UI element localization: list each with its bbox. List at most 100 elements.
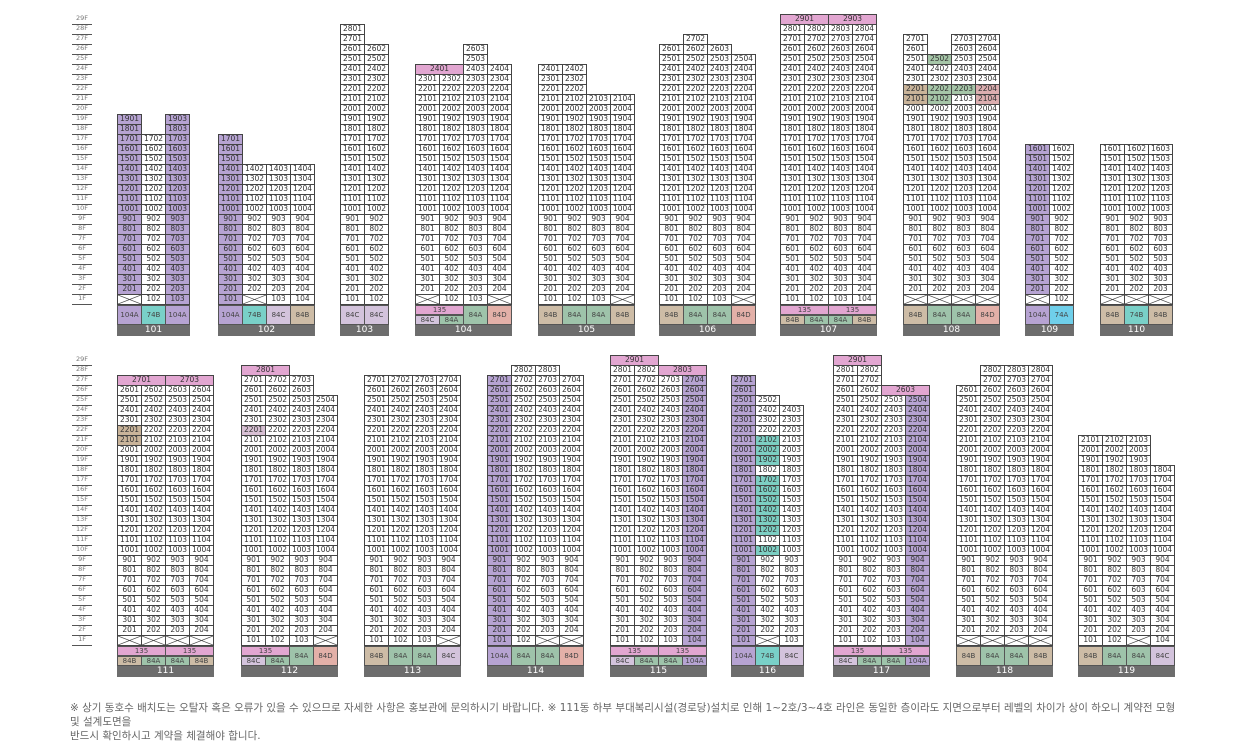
unit-cell[interactable]: 2801 <box>340 24 365 35</box>
unit-cell[interactable]: 2401 <box>903 64 928 75</box>
unit-cell[interactable]: 1202 <box>562 184 587 195</box>
unit-cell[interactable]: 202 <box>364 284 389 295</box>
unit-cell[interactable]: 801 <box>903 224 928 235</box>
unit-cell[interactable]: 1304 <box>559 515 584 526</box>
unit-cell[interactable]: 1501 <box>117 154 142 165</box>
unit-cell[interactable]: 1101 <box>1078 535 1103 546</box>
unit-cell[interactable]: 1602 <box>634 485 659 496</box>
unit-cell[interactable]: 2304 <box>1028 415 1053 426</box>
unit-cell[interactable]: 1004 <box>559 545 584 556</box>
unit-cell[interactable]: 701 <box>956 575 981 586</box>
unit-cell[interactable]: 2701 <box>731 375 756 386</box>
unit-cell[interactable]: 2703 <box>658 375 683 386</box>
unit-cell[interactable]: 1602 <box>562 144 587 155</box>
unit-cell[interactable]: 603 <box>289 585 314 596</box>
unit-cell[interactable]: 2101 <box>415 94 440 105</box>
unit-cell[interactable]: 504 <box>610 254 635 265</box>
unit-cell[interactable]: 1502 <box>980 495 1005 506</box>
unit-cell[interactable]: 1604 <box>731 144 756 155</box>
unit-cell[interactable]: 1101 <box>1100 194 1125 205</box>
unit-cell[interactable]: 1801 <box>731 465 756 476</box>
unit-cell[interactable]: 303 <box>881 615 906 626</box>
unit-cell[interactable]: 1203 <box>586 184 611 195</box>
unit-cell[interactable]: 1402 <box>364 164 389 175</box>
unit-cell[interactable]: 2302 <box>265 415 290 426</box>
unit-cell[interactable]: 301 <box>241 615 266 626</box>
unit-cell[interactable]: 1901 <box>833 455 858 466</box>
unit-cell[interactable]: 1504 <box>731 154 756 165</box>
unit-cell[interactable]: 803 <box>535 565 560 576</box>
unit-cell[interactable]: 1902 <box>364 114 389 125</box>
unit-cell[interactable]: 1004 <box>313 545 338 556</box>
unit-cell[interactable]: 302 <box>562 274 587 285</box>
unit-cell[interactable]: 701 <box>833 575 858 586</box>
unit-cell[interactable]: 904 <box>905 555 930 566</box>
unit-cell[interactable]: 2503 <box>289 395 314 406</box>
unit-cell[interactable]: 2103 <box>463 94 488 105</box>
unit-cell[interactable]: 1802 <box>265 465 290 476</box>
unit-cell[interactable]: 2602 <box>511 385 536 396</box>
unit-cell[interactable]: 2401 <box>340 64 365 75</box>
unit-cell[interactable]: 1701 <box>117 475 142 486</box>
unit-cell[interactable]: 302 <box>511 615 536 626</box>
unit-cell[interactable]: 1001 <box>903 204 928 215</box>
unit-cell[interactable]: 702 <box>857 575 882 586</box>
unit-cell[interactable]: 202 <box>857 625 882 636</box>
unit-cell[interactable]: 1304 <box>290 174 315 185</box>
unit-cell[interactable]: 1603 <box>828 144 853 155</box>
unit-cell[interactable]: 1403 <box>707 164 732 175</box>
unit-cell[interactable]: 1801 <box>659 124 684 135</box>
unit-cell[interactable]: 2402 <box>804 64 829 75</box>
unit-cell[interactable]: 1203 <box>535 525 560 536</box>
unit-cell[interactable]: 1001 <box>833 545 858 556</box>
unit-cell[interactable]: 704 <box>313 575 338 586</box>
unit-cell[interactable]: 1703 <box>881 475 906 486</box>
unit-cell[interactable]: 1203 <box>165 184 190 195</box>
unit-cell[interactable]: 1504 <box>905 495 930 506</box>
unit-cell[interactable]: 2404 <box>731 64 756 75</box>
unit-cell[interactable]: 1503 <box>463 154 488 165</box>
unit-cell[interactable]: 403 <box>165 605 190 616</box>
unit-cell[interactable]: 1003 <box>289 545 314 556</box>
unit-cell[interactable]: 1304 <box>852 174 877 185</box>
unit-cell[interactable]: 601 <box>903 244 928 255</box>
unit-cell[interactable]: 504 <box>290 254 315 265</box>
unit-cell[interactable]: 101 <box>659 294 684 305</box>
unit-cell[interactable]: 1902 <box>141 455 166 466</box>
unit-cell[interactable]: 1301 <box>1025 174 1050 185</box>
unit-cell[interactable]: 2104 <box>975 94 1000 105</box>
unit-cell[interactable]: 1503 <box>412 495 437 506</box>
unit-cell[interactable]: 1301 <box>241 515 266 526</box>
unit-cell[interactable]: 504 <box>1028 595 1053 606</box>
unit-cell[interactable]: 1102 <box>265 535 290 546</box>
unit-cell[interactable]: 2002 <box>683 104 708 115</box>
unit-cell[interactable]: 2503 <box>412 395 437 406</box>
unit-cell[interactable]: 202 <box>388 625 413 636</box>
unit-cell[interactable]: 1503 <box>779 495 804 506</box>
unit-cell[interactable]: 502 <box>141 595 166 606</box>
unit-cell[interactable]: 903 <box>586 214 611 225</box>
unit-cell[interactable]: 404 <box>290 264 315 275</box>
unit-cell[interactable]: 1804 <box>852 124 877 135</box>
unit-cell[interactable]: 102 <box>511 635 536 646</box>
unit-cell[interactable]: 1004 <box>975 204 1000 215</box>
unit-cell[interactable]: 1001 <box>1078 545 1103 556</box>
unit-cell[interactable]: 2603 <box>707 44 732 55</box>
unit-cell[interactable]: 1103 <box>586 194 611 205</box>
unit-cell[interactable]: 902 <box>634 555 659 566</box>
unit-cell[interactable]: 2604 <box>189 385 214 396</box>
unit-cell[interactable]: 1002 <box>927 204 952 215</box>
unit-cell[interactable]: 603 <box>881 585 906 596</box>
unit-cell[interactable]: 2002 <box>927 104 952 115</box>
unit-cell[interactable]: 803 <box>881 565 906 576</box>
unit-cell[interactable]: 2003 <box>463 104 488 115</box>
unit-cell[interactable]: 603 <box>165 585 190 596</box>
unit-cell[interactable]: 304 <box>487 274 512 285</box>
unit-cell[interactable]: 1501 <box>538 154 563 165</box>
unit-cell[interactable]: 2301 <box>731 415 756 426</box>
unit-cell[interactable]: 2701 <box>241 375 266 386</box>
unit-cell[interactable]: 2301 <box>340 74 365 85</box>
unit-cell[interactable]: 1102 <box>562 194 587 205</box>
unit-cell[interactable]: 2602 <box>265 385 290 396</box>
unit-cell[interactable]: 2601 <box>833 385 858 396</box>
